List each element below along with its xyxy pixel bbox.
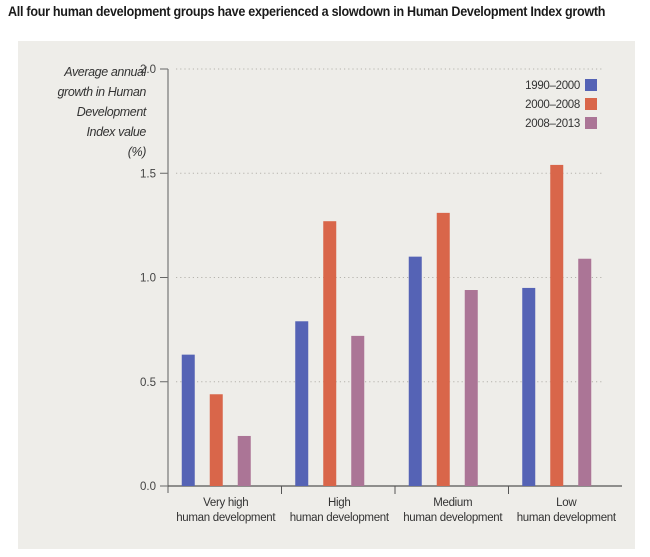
bar-2-0 bbox=[408, 256, 422, 486]
y-tick-label: 2.0 bbox=[140, 64, 156, 76]
y-tick-label: 1.0 bbox=[140, 273, 156, 285]
y-tick-label: 0.0 bbox=[140, 481, 156, 493]
x-tick-label: Medium bbox=[433, 497, 472, 509]
y-axis-label-line: (%) bbox=[127, 145, 147, 159]
y-axis-label-line: Average annual bbox=[64, 65, 146, 79]
x-tick-label: High bbox=[328, 497, 350, 509]
bar-1-1 bbox=[323, 221, 337, 486]
bar-1-2 bbox=[351, 335, 365, 486]
y-axis-label-line: Development bbox=[76, 105, 147, 119]
chart-title: All four human development groups have e… bbox=[8, 4, 606, 19]
legend-label: 1990–2000 bbox=[525, 80, 580, 92]
bar-2-1 bbox=[436, 212, 450, 487]
x-tick-label: Low bbox=[556, 497, 577, 509]
y-tick-label: 0.5 bbox=[140, 377, 156, 389]
y-axis-label-line: Index value bbox=[86, 125, 146, 139]
y-axis-label: Average annual growth in Human Developme… bbox=[52, 62, 147, 162]
legend-label: 2008–2013 bbox=[525, 118, 580, 130]
legend-swatch bbox=[585, 98, 597, 110]
bar-0-0 bbox=[181, 354, 195, 486]
bar-0-1 bbox=[209, 394, 223, 486]
legend-label: 2000–2008 bbox=[525, 99, 580, 111]
bar-2-2 bbox=[464, 290, 478, 486]
bar-3-2 bbox=[578, 258, 592, 486]
x-tick-label: human development bbox=[176, 512, 276, 524]
x-tick-label: human development bbox=[290, 512, 390, 524]
y-axis-label-line: growth in Human bbox=[57, 85, 147, 99]
legend-swatch bbox=[585, 117, 597, 129]
bar-0-2 bbox=[237, 435, 251, 486]
y-tick-label: 1.5 bbox=[140, 168, 156, 180]
bar-3-0 bbox=[522, 287, 536, 486]
bar-1-0 bbox=[295, 321, 309, 486]
x-tick-label: Very high bbox=[203, 497, 248, 509]
x-tick-label: human development bbox=[403, 512, 503, 524]
bar-3-1 bbox=[550, 164, 564, 486]
x-tick-label: human development bbox=[517, 512, 617, 524]
legend-swatch bbox=[585, 79, 597, 91]
